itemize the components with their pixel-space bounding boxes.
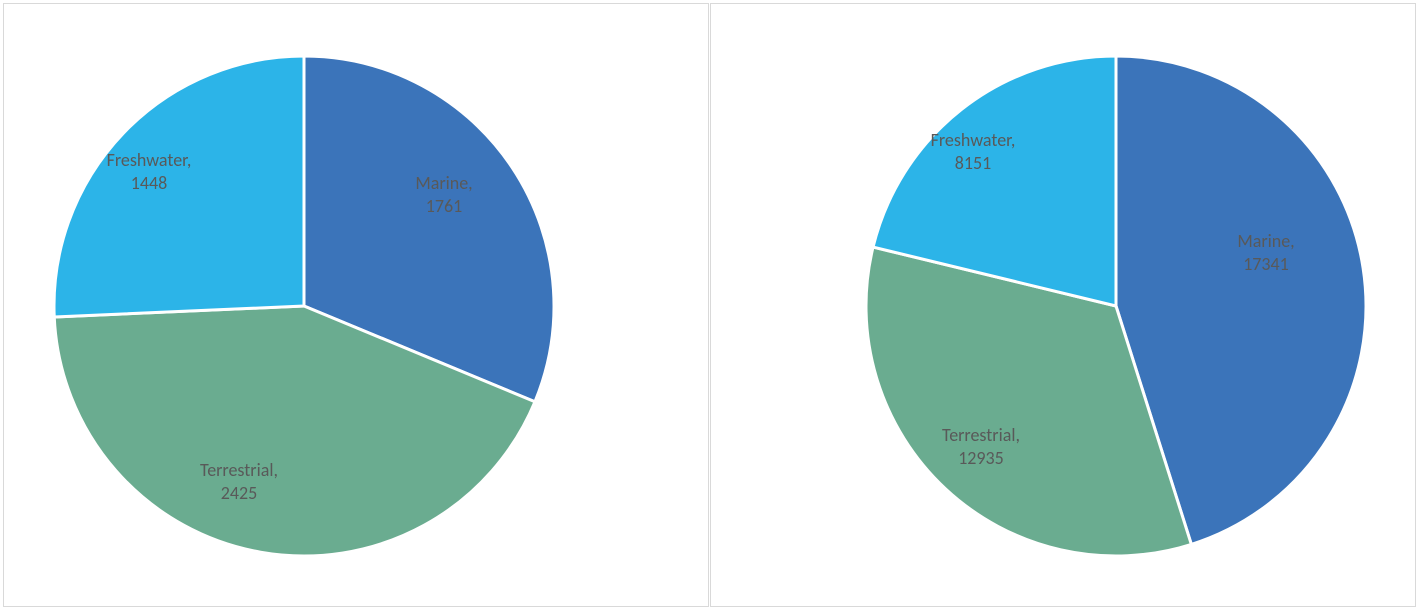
- chart-panel-left: Marine, 1761Terrestrial, 2425Freshwater,…: [3, 3, 709, 607]
- pie-chart-left: [4, 4, 710, 608]
- chart-canvas: Marine, 1761Terrestrial, 2425Freshwater,…: [0, 0, 1417, 611]
- chart-panel-right: Marine, 17341Terrestrial, 12935Freshwate…: [710, 3, 1416, 607]
- pie-slice-freshwater: [54, 56, 304, 317]
- pie-chart-right: [711, 4, 1417, 608]
